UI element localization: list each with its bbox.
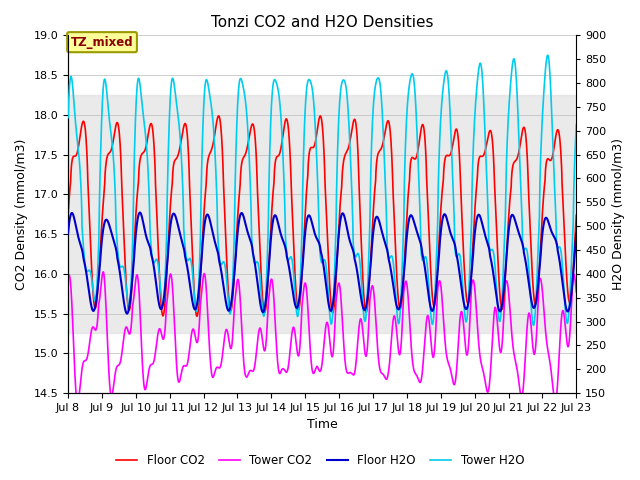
Tower CO2 — [64, 275, 72, 281]
Floor H2O — [90, 308, 98, 313]
X-axis label: Time: Time — [307, 419, 337, 432]
Floor CO2 — [312, 138, 319, 144]
Tower CO2 — [312, 366, 319, 372]
Tower H2O — [558, 255, 566, 261]
Tower CO2 — [572, 289, 580, 295]
Tower H2O — [572, 121, 580, 127]
Text: TZ_mixed: TZ_mixed — [71, 36, 133, 48]
Bar — [68, 95, 576, 334]
Line: Tower CO2: Tower CO2 — [68, 272, 576, 403]
Tower H2O — [90, 295, 98, 300]
Tower H2O — [558, 258, 566, 264]
Line: Tower H2O: Tower H2O — [68, 55, 576, 325]
Tower CO2 — [465, 339, 472, 345]
Floor CO2 — [298, 268, 306, 274]
Floor CO2 — [64, 214, 72, 219]
Floor H2O — [558, 276, 566, 282]
Y-axis label: CO2 Density (mmol/m3): CO2 Density (mmol/m3) — [15, 139, 28, 290]
Floor CO2 — [193, 313, 201, 319]
Floor H2O — [558, 275, 566, 280]
Floor CO2 — [214, 113, 222, 119]
Tower CO2 — [558, 312, 566, 318]
Legend: Floor CO2, Tower CO2, Floor H2O, Tower H2O: Floor CO2, Tower CO2, Floor H2O, Tower H… — [111, 449, 529, 472]
Tower CO2 — [558, 310, 566, 316]
Tower CO2 — [298, 300, 306, 306]
Title: Tonzi CO2 and H2O Densities: Tonzi CO2 and H2O Densities — [211, 15, 433, 30]
Tower H2O — [530, 323, 538, 328]
Tower H2O — [544, 52, 552, 58]
Tower H2O — [298, 238, 305, 243]
Floor CO2 — [465, 298, 472, 304]
Tower H2O — [64, 115, 72, 120]
Tower CO2 — [74, 400, 81, 406]
Tower CO2 — [90, 325, 98, 331]
Line: Floor CO2: Floor CO2 — [68, 116, 576, 316]
Floor H2O — [64, 230, 72, 236]
Floor H2O — [312, 233, 319, 239]
Floor CO2 — [572, 212, 580, 218]
Floor CO2 — [558, 180, 566, 186]
Line: Floor H2O: Floor H2O — [68, 213, 576, 313]
Floor H2O — [465, 298, 472, 303]
Floor CO2 — [558, 170, 566, 176]
Floor H2O — [572, 230, 580, 236]
Floor H2O — [136, 210, 144, 216]
Y-axis label: H2O Density (mmol/m3): H2O Density (mmol/m3) — [612, 138, 625, 290]
Floor CO2 — [90, 300, 98, 306]
Tower H2O — [311, 122, 319, 128]
Tower CO2 — [100, 269, 108, 275]
Tower H2O — [465, 300, 472, 306]
Floor H2O — [123, 311, 131, 316]
Floor H2O — [298, 267, 306, 273]
